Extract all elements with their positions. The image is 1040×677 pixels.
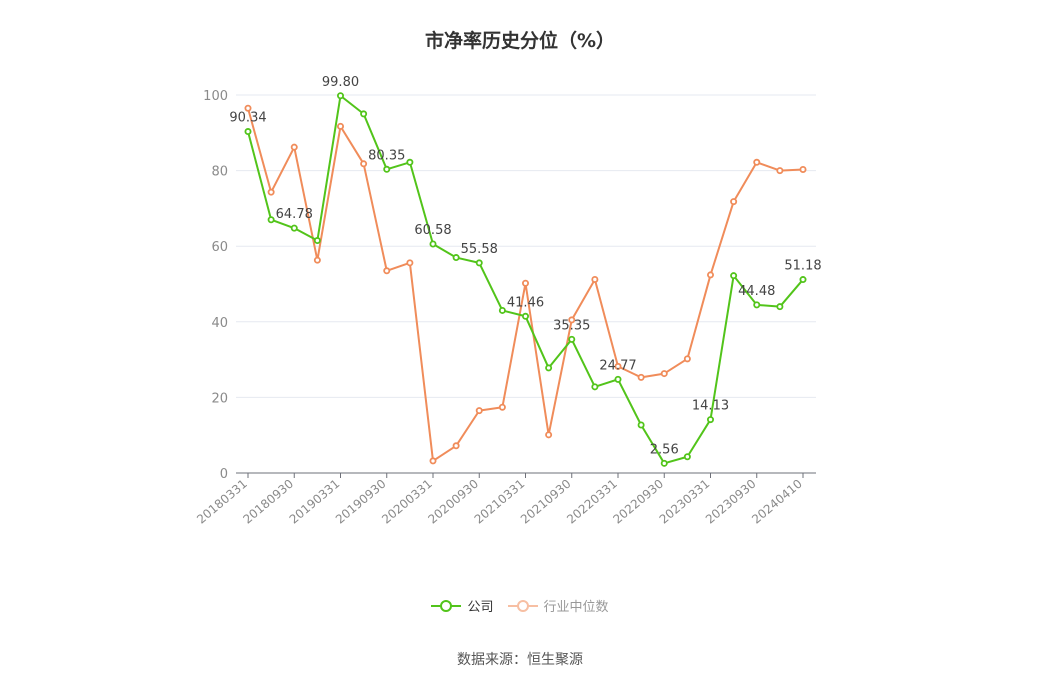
industry-point [660,370,668,378]
industry-point [360,160,368,168]
company-data-label: 90.34 [229,111,266,126]
industry-point [707,271,715,279]
industry-point [730,198,738,206]
company-point [683,453,691,461]
legend-company-marker-icon [431,599,462,612]
company-point [637,421,645,429]
x-tick-label: 20210331 [472,477,528,527]
company-point [614,375,622,383]
company-data-label: 35.35 [553,318,590,333]
company-data-label: 41.46 [507,295,544,310]
industry-point [522,279,530,287]
company-data-label: 60.58 [414,223,451,238]
industry-point [383,267,391,275]
company-point [360,110,368,118]
legend: 公司 行业中位数 [0,596,1040,615]
company-point [753,301,761,309]
company-data-label: 14.13 [692,399,729,414]
industry-point [452,442,460,450]
company-data-label: 2.56 [650,442,679,457]
company-point [244,128,252,136]
company-point [383,165,391,173]
x-tick-label: 20180331 [194,477,250,527]
y-tick-label: 40 [211,316,228,331]
company-point [591,383,599,391]
company-data-label: 51.18 [784,259,821,274]
industry-point [429,457,437,465]
data-label-layer: 90.34 64.78 99.80 80.35 60.58 55.58 41.46 35.35… [229,75,821,458]
x-tick-label: 20200930 [425,477,481,527]
company-data-label: 44.48 [738,284,775,299]
industry-point [753,158,761,166]
company-point [406,158,414,166]
y-tick-label: 100 [203,89,228,104]
x-tick-label: 20210930 [518,477,574,527]
industry-point [799,165,807,173]
industry-point [614,362,622,370]
x-tick-label: 20220331 [564,477,620,527]
industry-point [568,316,576,324]
company-point [313,237,321,245]
company-point [522,312,530,320]
legend-company-label: 公司 [467,600,494,615]
chart-title: 市净率历史分位（%） [424,30,616,52]
x-tick-label: 20220930 [610,477,666,527]
company-point [707,416,715,424]
source-note: 数据来源：恒生聚源 [457,652,583,668]
company-data-label: 64.78 [276,207,313,222]
company-data-label: 99.80 [322,75,359,90]
industry-point [336,122,344,130]
company-point [545,364,553,372]
legend-item-industry[interactable]: 行业中位数 [507,596,609,615]
industry-point [776,167,784,175]
company-point [568,335,576,343]
company-point [452,254,460,262]
x-tick-label: 20230331 [657,477,713,527]
company-point [475,259,483,267]
x-tick-label: 20230930 [703,477,759,527]
company-point [799,276,807,284]
industry-point [267,188,275,196]
series-layer [244,92,807,467]
axis-layer: 0 20 40 60 80 100 2018033120180930201903312019… [194,89,816,527]
y-tick-label: 20 [211,391,228,406]
company-point [776,303,784,311]
x-tick-label: 20240410 [749,477,805,527]
x-tick-label: 20190930 [333,477,389,527]
legend-item-company[interactable]: 公司 [431,596,494,615]
company-point [429,240,437,248]
industry-point [498,403,506,411]
industry-point [475,407,483,415]
x-tick-label: 20180930 [240,477,296,527]
grid-layer [236,94,816,398]
x-tick-label: 20200331 [379,477,435,527]
company-point [730,272,738,280]
y-tick-label: 60 [211,240,228,255]
company-point [498,306,506,314]
company-point [336,92,344,100]
company-point [290,224,298,232]
company-point [660,459,668,467]
company-point [267,216,275,224]
company-data-label: 24.77 [599,358,636,373]
industry-point [244,104,252,112]
industry-point [313,256,321,264]
industry-point [591,275,599,283]
legend-industry-label: 行业中位数 [543,600,609,615]
legend-industry-marker-icon [507,599,538,612]
y-tick-label: 80 [211,165,228,180]
company-data-label: 80.35 [368,148,405,163]
industry-point [637,373,645,381]
company-data-label: 55.58 [461,242,498,257]
y-tick-label: 0 [220,467,228,482]
industry-point [290,143,298,151]
industry-point [406,259,414,267]
x-tick-label: 20190331 [287,477,343,527]
industry-point [545,431,553,439]
industry-point [683,355,691,363]
